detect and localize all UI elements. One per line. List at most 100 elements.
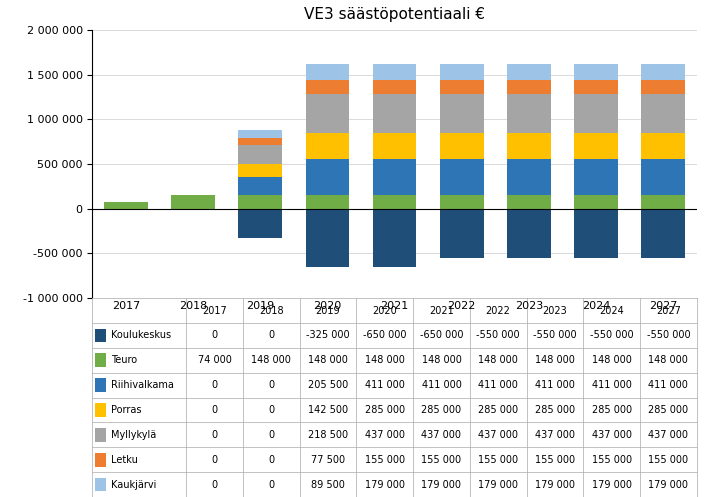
Bar	[306, 195, 349, 209]
Text: 148 000: 148 000	[365, 355, 405, 365]
Text: 155 000: 155 000	[422, 455, 461, 465]
Bar	[507, 64, 551, 81]
Bar	[373, 81, 417, 94]
Bar	[238, 209, 282, 238]
Bar	[373, 133, 417, 159]
Text: 0: 0	[268, 405, 274, 415]
Bar	[238, 165, 282, 177]
Text: 2017: 2017	[112, 301, 140, 311]
Bar	[440, 159, 483, 195]
Text: 0: 0	[268, 480, 274, 490]
Bar	[306, 133, 349, 159]
Bar	[641, 209, 685, 258]
Text: Myllykylä: Myllykylä	[111, 430, 156, 440]
Text: 155 000: 155 000	[535, 455, 575, 465]
Text: -550 000: -550 000	[476, 331, 520, 340]
Text: 285 000: 285 000	[648, 405, 688, 415]
Bar	[238, 138, 282, 145]
Text: 2023: 2023	[542, 306, 567, 316]
Bar	[306, 81, 349, 94]
Bar	[574, 195, 618, 209]
Bar	[95, 453, 107, 467]
Text: 155 000: 155 000	[592, 455, 632, 465]
Bar	[373, 159, 417, 195]
Bar	[507, 81, 551, 94]
Title: VE3 säästöpotentiaali €: VE3 säästöpotentiaali €	[304, 6, 485, 22]
Bar	[574, 81, 618, 94]
Text: 148 000: 148 000	[535, 355, 575, 365]
Text: 437 000: 437 000	[648, 430, 688, 440]
Text: 89 500: 89 500	[311, 480, 345, 490]
Text: -550 000: -550 000	[590, 331, 634, 340]
Text: 155 000: 155 000	[365, 455, 405, 465]
Text: 2021: 2021	[429, 306, 454, 316]
Text: 0: 0	[268, 380, 274, 390]
Bar	[440, 195, 483, 209]
Text: 437 000: 437 000	[422, 430, 461, 440]
Text: 74 000: 74 000	[198, 355, 231, 365]
Text: 437 000: 437 000	[535, 430, 575, 440]
Text: 179 000: 179 000	[648, 480, 688, 490]
Bar	[306, 209, 349, 267]
Text: 77 500: 77 500	[311, 455, 345, 465]
Bar	[574, 94, 618, 133]
Text: 148 000: 148 000	[648, 355, 688, 365]
Text: Riihivalkama: Riihivalkama	[111, 380, 173, 390]
Bar	[641, 64, 685, 81]
Text: 2017: 2017	[202, 306, 227, 316]
Text: 205 500: 205 500	[308, 380, 348, 390]
Text: 285 000: 285 000	[535, 405, 575, 415]
Bar	[95, 378, 107, 392]
Bar	[641, 159, 685, 195]
Bar	[641, 81, 685, 94]
Bar	[238, 145, 282, 165]
Text: 142 500: 142 500	[308, 405, 348, 415]
Text: 2018: 2018	[259, 306, 284, 316]
Bar	[306, 159, 349, 195]
Bar	[507, 209, 551, 258]
Text: 148 000: 148 000	[308, 355, 348, 365]
Text: 411 000: 411 000	[365, 380, 405, 390]
Text: -325 000: -325 000	[306, 331, 350, 340]
Text: 2021: 2021	[380, 301, 409, 311]
Bar	[641, 195, 685, 209]
Text: 148 000: 148 000	[592, 355, 631, 365]
Bar	[95, 353, 107, 367]
Text: 179 000: 179 000	[479, 480, 518, 490]
Text: Teuro: Teuro	[111, 355, 137, 365]
Bar	[440, 64, 483, 81]
Text: 0: 0	[211, 331, 218, 340]
Text: Kaukjärvi: Kaukjärvi	[111, 480, 156, 490]
Bar	[95, 428, 107, 442]
Text: 285 000: 285 000	[365, 405, 405, 415]
Bar	[641, 133, 685, 159]
Text: 179 000: 179 000	[422, 480, 461, 490]
Text: Koulukeskus: Koulukeskus	[111, 331, 171, 340]
Bar	[574, 209, 618, 258]
Bar	[373, 94, 417, 133]
Text: 285 000: 285 000	[592, 405, 632, 415]
Text: -550 000: -550 000	[646, 331, 690, 340]
Text: 437 000: 437 000	[479, 430, 518, 440]
Text: 2023: 2023	[515, 301, 543, 311]
Text: 148 000: 148 000	[422, 355, 461, 365]
Bar	[95, 329, 107, 342]
Text: 411 000: 411 000	[422, 380, 461, 390]
Bar	[95, 403, 107, 417]
Text: 0: 0	[211, 430, 218, 440]
Text: 179 000: 179 000	[365, 480, 405, 490]
Text: 0: 0	[268, 331, 274, 340]
Bar	[574, 64, 618, 81]
Text: 155 000: 155 000	[648, 455, 688, 465]
Bar	[507, 94, 551, 133]
Text: 2020: 2020	[373, 306, 397, 316]
Bar	[238, 130, 282, 138]
Bar	[440, 81, 483, 94]
Text: 2027: 2027	[656, 306, 681, 316]
Text: 437 000: 437 000	[365, 430, 405, 440]
Text: 2022: 2022	[486, 306, 510, 316]
Text: 179 000: 179 000	[592, 480, 631, 490]
Text: 0: 0	[268, 430, 274, 440]
Bar	[440, 133, 483, 159]
Text: 2020: 2020	[314, 301, 341, 311]
